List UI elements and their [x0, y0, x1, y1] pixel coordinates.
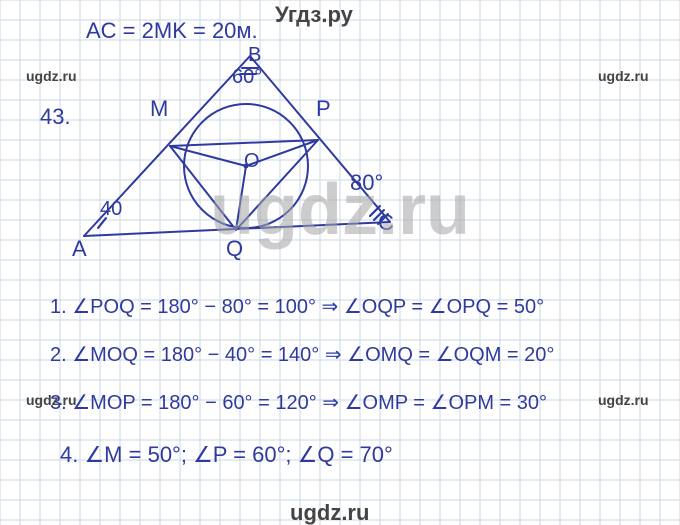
hw-s2: 2. ∠MOQ = 180° − 40° = 140° ⇒ ∠OMQ = ∠OQ… [50, 342, 554, 367]
watermark-corner-br: ugdz.ru [598, 392, 649, 408]
hw-s1: 1. ∠POQ = 180° − 80° = 100° ⇒ ∠OQP = ∠OP… [50, 294, 544, 319]
watermark-corner-tl: ugdz.ru [26, 68, 77, 84]
hw-num43: 43. [40, 104, 71, 130]
hw-ang60: 60° [232, 66, 262, 89]
hw-top: AC = 2MK = 20м. [86, 18, 258, 44]
hw-lblM: M [150, 96, 168, 122]
hw-s4: 4. ∠M = 50°; ∠P = 60°; ∠Q = 70° [60, 442, 393, 468]
hw-lblQ: Q [226, 236, 243, 262]
hw-ang80: 80° [350, 170, 383, 196]
hw-lblB: B [248, 44, 261, 67]
hw-s3: 3. ∠MOP = 180° − 60° = 120° ⇒ ∠OMP = ∠OP… [50, 390, 547, 415]
watermark-corner-tr: ugdz.ru [598, 68, 649, 84]
hw-ang40: 40 [100, 198, 122, 221]
page-content: AC = 2MK = 20м. 43. B60° M P O 40 80° A Q C 1. ∠POQ… [0, 0, 680, 525]
watermark-header: Угдз.ру [275, 2, 353, 28]
hw-lblA: A [72, 236, 87, 262]
watermark-footer: ugdz.ru [290, 500, 369, 525]
hw-lblC: C [378, 210, 394, 236]
hw-lblP: P [316, 96, 331, 122]
hw-lblO: O [244, 150, 260, 173]
